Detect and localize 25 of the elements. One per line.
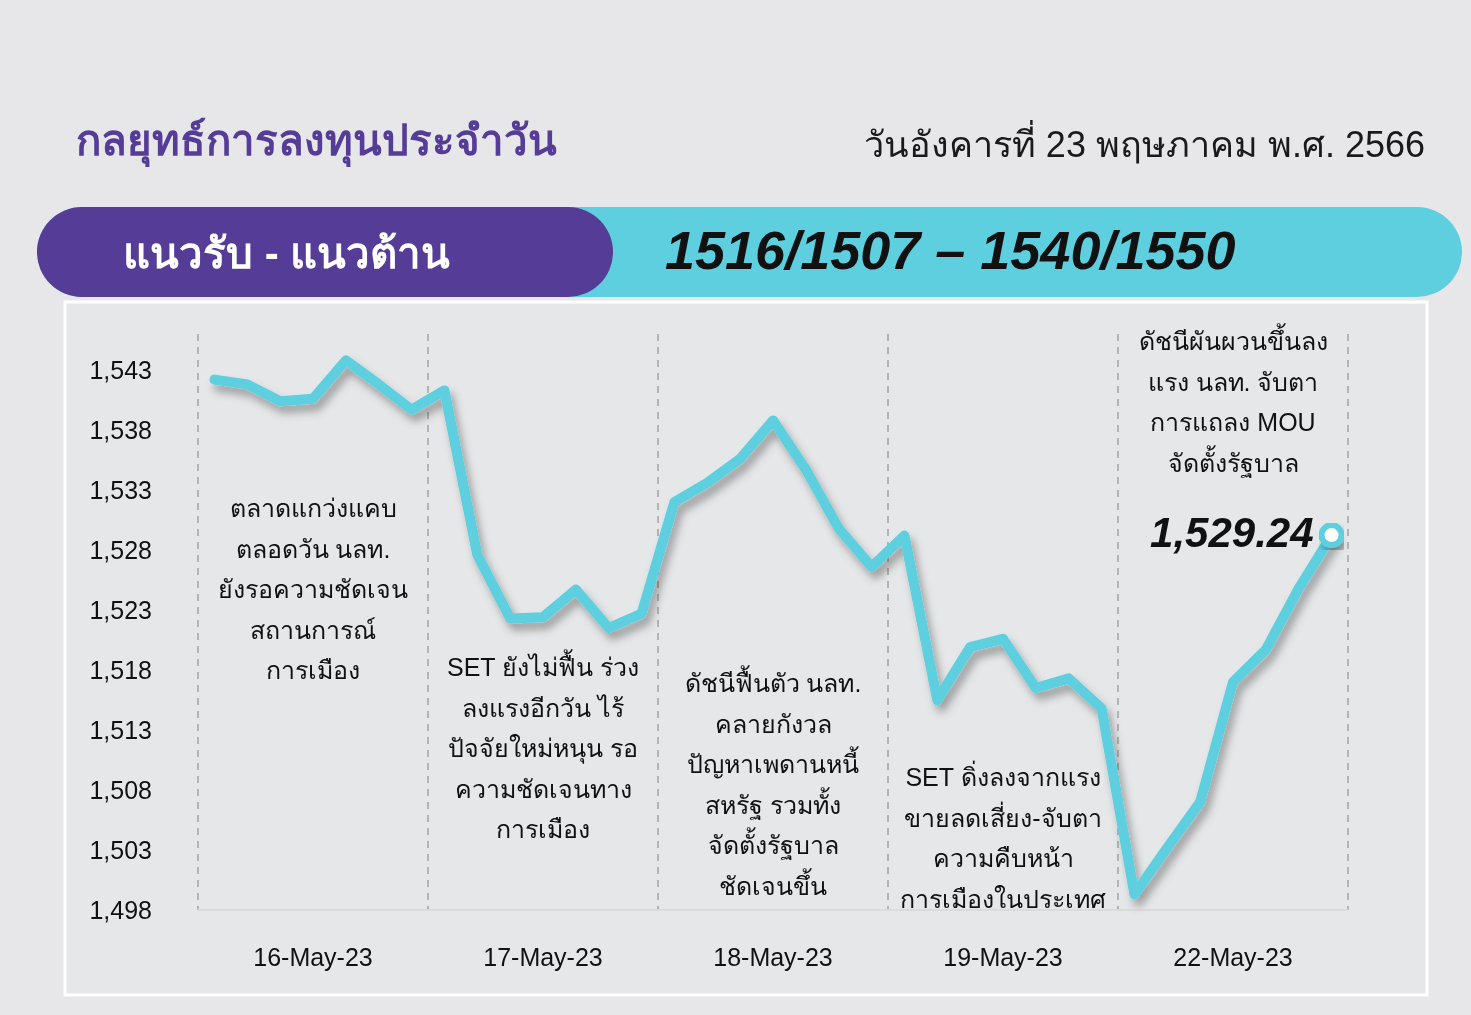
x-tick-label: 16-May-23 <box>253 943 373 971</box>
y-tick-label: 1,528 <box>89 536 152 564</box>
x-tick-label: 17-May-23 <box>483 943 603 971</box>
y-tick-label: 1,543 <box>89 356 152 384</box>
y-tick-label: 1,533 <box>89 476 152 504</box>
text: 1516/1507 – 1540/1550 <box>665 220 1236 280</box>
y-tick-label: 1,508 <box>89 776 152 804</box>
y-tick-label: 1,503 <box>89 836 152 864</box>
annotation: SET ดิ่งลงจากแรง ขายลดเสี่ยง-จับตา ความคืบหน้า การเมืองในประเทศ <box>900 760 1106 913</box>
chart-title: กลยุทธ์การลงทุนประจำวัน <box>76 117 557 167</box>
annotation: SET ยังไม่ฟื้น ร่วง ลงแรงอีกวัน ไร้ ปัจจัยใหม่หนุน รอ ความชัดเจนทาง การเมือง <box>446 649 640 844</box>
annotation: ดัชนีฟื้นตัว นลท. คลายกังวล ปัญหาเพดานหนี้ สหรัฐ รวมทั้ง จัดตั้งรัฐบาล ชัดเจนขึ้น <box>684 665 862 900</box>
annotation: ตลาดแกว่งแคบ ตลอดวัน นลท. ยังรอความชัดเจน สถานการณ์ การเมือง <box>218 494 408 685</box>
y-tick-label: 1,523 <box>89 596 152 624</box>
y-tick-label: 1,513 <box>89 716 152 744</box>
y-tick-label: 1,538 <box>89 416 152 444</box>
data-label: 1,529.24 <box>1150 509 1314 557</box>
x-tick-label: 22-May-23 <box>1173 943 1293 971</box>
annotation: ดัชนีผันผวนขึ้นลง แรง นลท. จับตา การแถลง MOU จัดตั้งรัฐบาล <box>1138 323 1328 478</box>
x-tick-label: 18-May-23 <box>713 943 833 971</box>
y-tick-label: 1,518 <box>89 656 152 684</box>
chart-subtitle: วันอังคารที่ 23 พฤษภาคม พ.ศ. 2566 <box>863 120 1425 165</box>
x-tick-label: 19-May-23 <box>943 943 1063 971</box>
y-tick-label: 1,498 <box>89 896 152 924</box>
text: แนวรับ - แนวต้าน <box>123 230 451 277</box>
